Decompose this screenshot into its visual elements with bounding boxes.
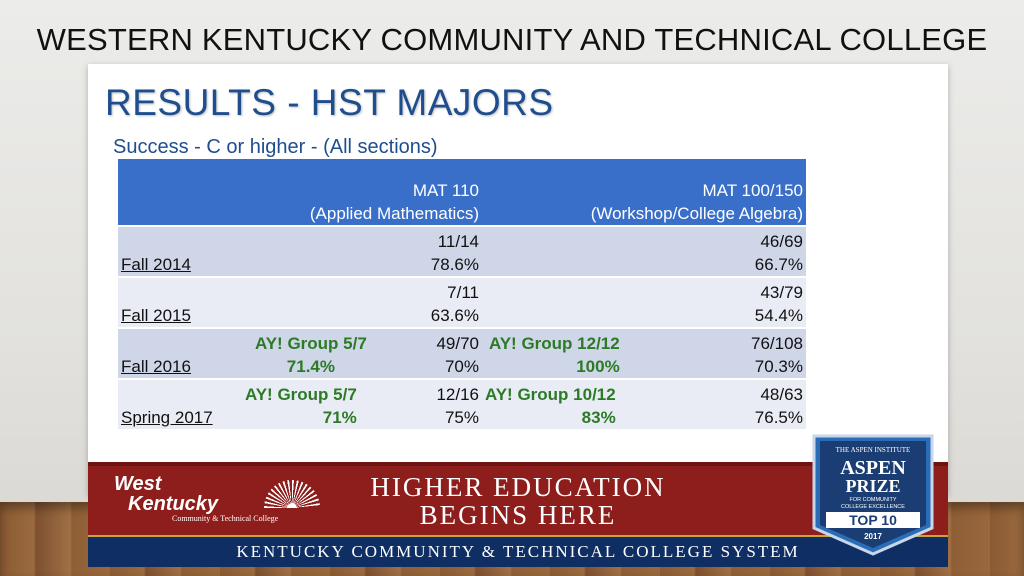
wkctc-logo: West Kentucky Community & Technical Coll… (114, 473, 320, 526)
mat110-pct: 75% (444, 408, 479, 427)
ay-group-label: AY! Group 5/7 (245, 385, 357, 404)
mat100-pct: 66.7% (754, 255, 803, 274)
mat100-pct: 76.5% (754, 408, 803, 427)
college-banner: West Kentucky Community & Technical Coll… (88, 462, 948, 546)
slide-title: RESULTS - HST MAJORS (105, 82, 554, 123)
mat100-ratio: 48/63 (760, 385, 803, 404)
table-row: Spring 2017 AY! Group 5/7 71% 12/16 75% … (118, 378, 806, 429)
mat100-cell: 43/79 54.4% (482, 276, 806, 328)
badge-sub2: COLLEGE EXCELLENCE (841, 504, 905, 510)
ay-group-label: AY! Group 12/12 (489, 334, 620, 353)
mat110-ratio: 12/16 (436, 385, 479, 404)
badge-prize: PRIZE (845, 476, 900, 496)
header-mat100-name: (Workshop/College Algebra) (590, 204, 803, 223)
mat100-cell: 46/69 66.7% (482, 225, 806, 277)
table-row: Fall 2016 AY! Group 5/7 71.4% 49/70 70% … (118, 327, 806, 379)
results-table: MAT 110 (Applied Mathematics) MAT 100/15… (118, 159, 806, 429)
mat100-cell: AY! Group 10/12 83% 48/63 76.5% (482, 378, 806, 429)
mat100-cell: AY! Group 12/12 100% 76/108 70.3% (482, 327, 806, 379)
badge-top-text: THE ASPEN INSTITUTE (836, 446, 911, 454)
mat100-values: 76/108 70.3% (751, 332, 803, 378)
mat100-ratio: 43/79 (760, 283, 803, 302)
ay-group-pct: 83% (581, 408, 616, 427)
badge-rank: TOP 10 (849, 512, 897, 528)
logo-subtext: Community & Technical College (172, 514, 279, 523)
slide-subtitle: Success - C or higher - (All sections) (113, 136, 438, 158)
logo-west: West (114, 473, 162, 495)
mat110-cell: AY! Group 5/7 71.4% 49/70 70% (242, 327, 482, 379)
semester-label: Fall 2016 (121, 357, 191, 376)
table-header-row: MAT 110 (Applied Mathematics) MAT 100/15… (118, 159, 806, 226)
badge-year: 2017 (864, 532, 882, 541)
ay-group-pct: 71% (322, 408, 357, 427)
mat100-ratio: 46/69 (760, 232, 803, 251)
ay-group-label: AY! Group 10/12 (485, 385, 616, 404)
mat110-pct: 63.6% (430, 306, 479, 325)
mat110-pct: 78.6% (430, 255, 479, 274)
badge-aspen: ASPEN (840, 457, 906, 479)
mat110-cell: 11/14 78.6% (242, 225, 482, 277)
page-header-title: WESTERN KENTUCKY COMMUNITY AND TECHNICAL… (36, 22, 988, 57)
ay-group-mat100: AY! Group 10/12 83% (485, 383, 616, 429)
kctcs-footer: KENTUCKY COMMUNITY & TECHNICAL COLLEGE S… (88, 535, 948, 567)
badge-sub1: FOR COMMUNITY (849, 497, 896, 503)
aspen-prize-badge: THE ASPEN INSTITUTE ASPEN PRIZE FOR COMM… (812, 434, 934, 556)
header-mat110-code: MAT 110 (412, 181, 479, 200)
mat100-ratio: 76/108 (751, 334, 803, 353)
mat110-cell: 7/11 63.6% (242, 276, 482, 328)
mat110-ratio: 7/11 (447, 283, 479, 302)
header-mat110: MAT 110 (Applied Mathematics) (242, 159, 482, 226)
mat110-pct: 70% (444, 357, 479, 376)
mat100-pct: 70.3% (754, 357, 803, 376)
mat110-ratio: 49/70 (436, 334, 479, 353)
semester-label: Fall 2014 (121, 255, 191, 274)
mat110-ratio: 11/14 (437, 232, 479, 251)
semester-label: Spring 2017 (121, 408, 213, 427)
mat100-values: 48/63 76.5% (755, 383, 803, 429)
mat110-values: 49/70 70% (436, 332, 479, 378)
banner-line1: HIGHER EDUCATION (370, 472, 666, 502)
banner-line2: BEGINS HERE (419, 500, 617, 530)
ay-group-mat110: AY! Group 5/7 71% (245, 383, 357, 429)
header-empty-cell (118, 159, 242, 226)
logo-kentucky: Kentucky (128, 493, 219, 515)
ay-group-mat110: AY! Group 5/7 71.4% (245, 332, 367, 378)
mat110-cell: AY! Group 5/7 71% 12/16 75% (242, 378, 482, 429)
table-row: Fall 2015 7/11 63.6% 43/79 54.4% (118, 276, 806, 328)
table-row: Fall 2014 11/14 78.6% 46/69 66.7% (118, 225, 806, 277)
mat110-values: 12/16 75% (436, 383, 479, 429)
badge-rank-bg (826, 512, 920, 528)
semester-label: Fall 2015 (121, 306, 191, 325)
mat100-pct: 54.4% (754, 306, 803, 325)
header-mat110-name: (Applied Mathematics) (309, 204, 479, 223)
ay-group-pct: 71.4% (286, 357, 335, 376)
header-mat100: MAT 100/150 (Workshop/College Algebra) (482, 159, 806, 226)
header-mat100-code: MAT 100/150 (702, 181, 804, 200)
ay-group-mat100: AY! Group 12/12 100% (485, 332, 620, 378)
ay-group-label: AY! Group 5/7 (255, 334, 367, 353)
ay-group-pct: 100% (576, 357, 620, 376)
